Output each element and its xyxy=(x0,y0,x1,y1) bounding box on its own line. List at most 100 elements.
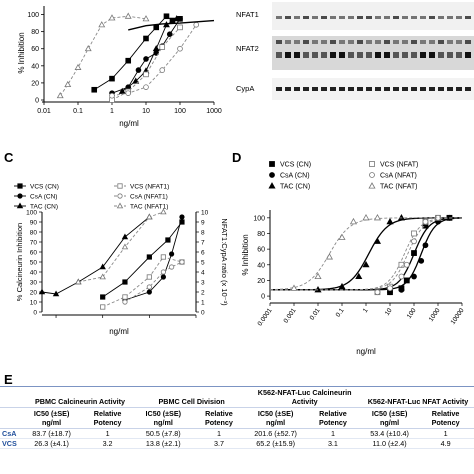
y-tick-label-right: 6 xyxy=(201,249,205,256)
data-point xyxy=(74,63,82,70)
data-point xyxy=(109,75,115,82)
band-nfat2 xyxy=(357,40,363,44)
band-nfat2 xyxy=(420,52,426,58)
data-point xyxy=(121,243,129,250)
band-cypa xyxy=(429,87,435,91)
data-point xyxy=(403,277,410,284)
data-point xyxy=(349,217,358,225)
data-point xyxy=(125,57,132,64)
table-row: VCS 26.3 (±4.1) 3.2 13.8 (±2.1) 3.7 65.2… xyxy=(0,438,474,449)
fit-line xyxy=(128,19,215,31)
table-cell: 65.2 (±15.9) xyxy=(247,438,304,449)
band-nfat2 xyxy=(348,52,354,58)
legend-label: CsA (NFAT1) xyxy=(130,194,168,201)
legend-marker xyxy=(117,183,123,189)
data-point xyxy=(173,15,181,22)
y-tick-label: 60 xyxy=(30,249,38,256)
series-vcs-nfat- xyxy=(270,214,463,296)
table-cell: 1 xyxy=(417,428,474,439)
data-point xyxy=(397,214,406,221)
band-nfat2 xyxy=(330,40,336,44)
data-point xyxy=(153,24,160,31)
band-nfat1 xyxy=(438,16,444,19)
data-point xyxy=(169,251,175,257)
band-cypa xyxy=(447,87,453,91)
table-cell: 83.7 (±18.7) xyxy=(24,428,80,439)
band-nfat1 xyxy=(384,16,390,19)
data-point xyxy=(177,24,183,31)
y-axis-label: % Calcineurin Inhibition xyxy=(15,223,24,301)
y-tick-label-right: 9 xyxy=(201,219,205,226)
y-tick-label: 80 xyxy=(31,29,39,36)
band-cypa xyxy=(276,87,282,91)
y-tick-label: 0 xyxy=(261,294,265,301)
data-point xyxy=(362,260,370,268)
band-nfat2 xyxy=(456,40,462,44)
band-nfat1 xyxy=(303,16,309,19)
table-subheader-row: IC50 (±SE) ng/ml Relative Potency IC50 (… xyxy=(0,407,474,429)
band-nfat1 xyxy=(276,16,282,19)
data-point xyxy=(52,290,60,297)
legend-label: CsA (CN) xyxy=(30,194,57,201)
table-subheader: Relative Potency xyxy=(79,407,136,429)
band-nfat1 xyxy=(456,16,462,19)
band-nfat1 xyxy=(375,16,381,19)
series-csa-cn- xyxy=(122,214,185,303)
legend-marker xyxy=(268,182,276,189)
table-cell: 4.9 xyxy=(417,438,474,449)
y-tick-label-right: 7 xyxy=(201,239,205,246)
band-nfat1 xyxy=(348,16,354,19)
data-point xyxy=(373,214,382,221)
chart-a: 0 20 40 60 80 100 0.01 0.1 1 10 100 1000 ng/ml % Inhi… xyxy=(17,6,222,128)
band-nfat1 xyxy=(447,16,453,19)
data-point xyxy=(91,86,98,93)
legend-marker xyxy=(269,161,275,167)
data-point xyxy=(122,279,128,285)
band-nfat2 xyxy=(303,40,309,44)
y-tick-label: 20 xyxy=(257,278,265,285)
legend-marker xyxy=(16,202,24,209)
y-tick-label-right: 2 xyxy=(201,289,205,296)
y-tick-label-right: 5 xyxy=(201,259,205,266)
band-cypa xyxy=(420,87,426,91)
table-row-label: CsA xyxy=(0,428,24,439)
band-nfat1 xyxy=(330,16,336,19)
table-col-header: PBMC Calcineurin Activity xyxy=(34,397,125,406)
data-point xyxy=(108,14,116,21)
data-point xyxy=(160,274,166,280)
data-point xyxy=(165,237,171,243)
band-nfat2 xyxy=(384,40,390,44)
data-point xyxy=(179,219,185,225)
fit-curve xyxy=(270,217,463,291)
chart-d: VCS (CN) CsA (CN) TAC (CN) VCS (NFAT) CsA (N… xyxy=(241,161,466,356)
data-point xyxy=(159,44,166,50)
table-corner xyxy=(0,387,24,408)
band-nfat2 xyxy=(330,52,336,58)
x-tick-label: 0.01 xyxy=(309,307,322,322)
table-cell: 201.6 (±52.7) xyxy=(247,428,304,439)
legend-label: VCS (CN) xyxy=(30,184,59,191)
band-nfat1 xyxy=(321,16,327,19)
table-cell: 26.3 (±4.1) xyxy=(24,438,80,449)
data-point xyxy=(314,272,322,280)
band-nfat2 xyxy=(375,52,381,58)
legend-label: VCS (CN) xyxy=(280,162,311,169)
band-cypa xyxy=(366,87,372,91)
band-nfat2 xyxy=(294,52,300,58)
data-point xyxy=(100,304,106,310)
data-point xyxy=(373,237,382,244)
data-point xyxy=(422,218,429,225)
band-nfat2 xyxy=(285,52,291,58)
x-tick-label: 0.0001 xyxy=(256,307,273,328)
table-cell: 3.7 xyxy=(190,438,248,449)
data-point xyxy=(146,284,152,290)
y-tick-label: 40 xyxy=(257,262,265,269)
y-tick-label: 20 xyxy=(30,289,38,296)
series-line xyxy=(111,24,197,97)
series-circle xyxy=(109,16,183,96)
band-nfat2 xyxy=(438,52,444,58)
band-nfat2 xyxy=(420,40,426,44)
y-tick-label: 20 xyxy=(31,80,39,87)
x-tick-label: 0.01 xyxy=(37,108,51,115)
band-nfat1 xyxy=(339,16,345,19)
